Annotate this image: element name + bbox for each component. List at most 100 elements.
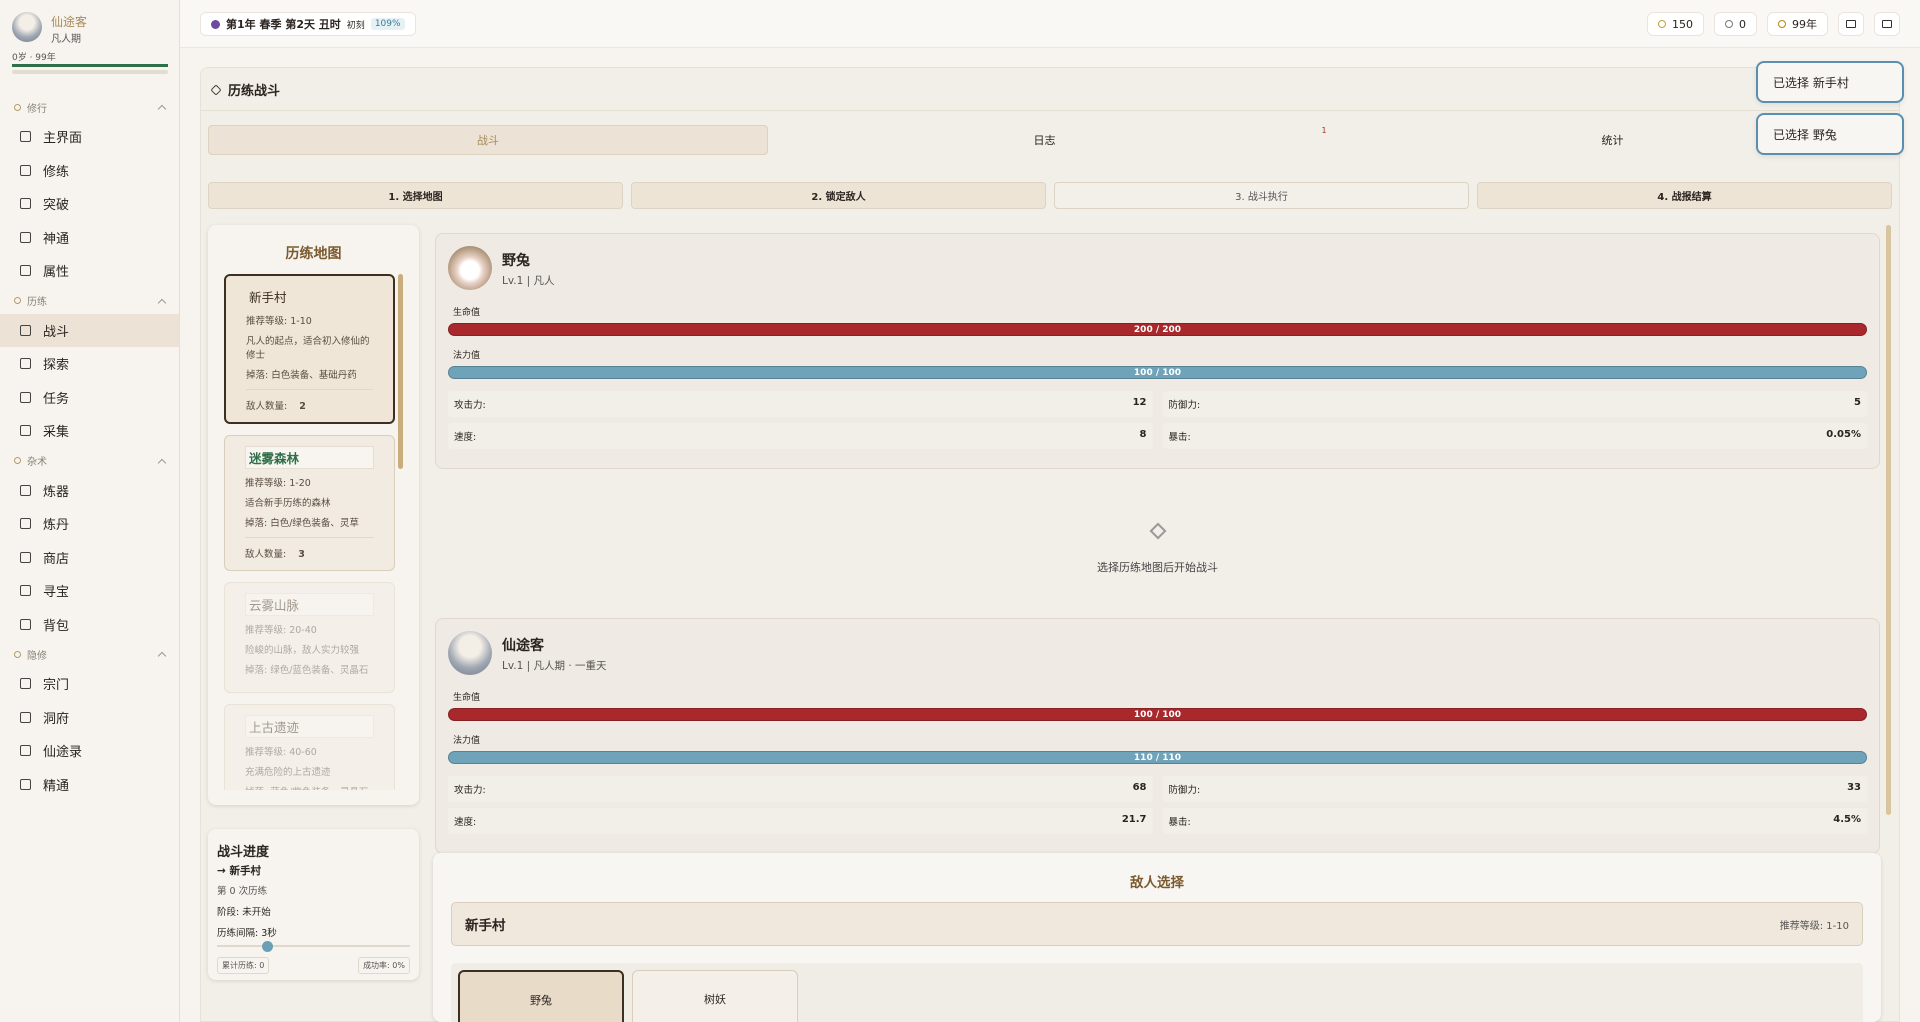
nav-icon <box>20 324 31 336</box>
nav-item[interactable]: 背包 <box>0 608 179 642</box>
date-pill: 第1年 春季 第2天 丑时 初刻 109% <box>200 12 416 36</box>
map-card[interactable]: 新手村 推荐等级: 1-10 凡人的起点，适合初入修仙的修士 掉落: 白色装备、基础丹… <box>224 274 395 424</box>
panel-header: 历练战斗 <box>210 80 280 99</box>
nav-label: 炼器 <box>43 484 70 500</box>
nav-section: 隐修 <box>0 641 179 667</box>
game-date: 第1年 春季 第2天 丑时 <box>226 18 341 31</box>
nav-item[interactable]: 商店 <box>0 541 179 575</box>
nav-item[interactable]: 探索 <box>0 347 179 381</box>
tab-badge: 1 <box>1321 125 1327 135</box>
map-level: 推荐等级: 40-60 <box>245 747 317 758</box>
mail-button[interactable] <box>1838 12 1864 36</box>
nav-icon <box>20 711 31 723</box>
nav-item[interactable]: 战斗 <box>0 313 179 347</box>
step: 1. 选择地图 <box>208 182 623 209</box>
stat: 暴击: 4.5% <box>1162 808 1867 834</box>
progress-footer: 累计历练: 0 成功率: 0% <box>217 957 410 974</box>
nav-item[interactable]: 寻宝 <box>0 574 179 608</box>
nav-icon <box>20 265 31 277</box>
section-icon <box>14 650 21 658</box>
section-title: 杂术 <box>27 457 47 468</box>
progress-interval: 历练间隔: 3秒 <box>217 928 277 939</box>
caret <box>157 104 167 114</box>
nav-section: 修行 <box>0 94 179 120</box>
enemy-count-label: 敌人数量: <box>245 549 287 560</box>
nav-label: 属性 <box>43 265 70 281</box>
progress-panel: 战斗进度 → 新手村 第 0 次历练 阶段: 未开始 历练间隔: 3秒 累计历练… <box>208 829 419 980</box>
caret <box>157 458 167 467</box>
stat: 攻击力: 68 <box>448 776 1153 802</box>
toast: 已选择 新手村 <box>1756 61 1904 103</box>
nav-label: 仙途录 <box>43 745 83 761</box>
nav-icon <box>20 618 31 630</box>
enemy-button[interactable]: 树妖 <box>632 970 798 1022</box>
map-drop: 掉落: 白色/绿色装备、灵草 <box>245 518 359 529</box>
nav-item[interactable]: 洞府 <box>0 701 179 735</box>
nav-label: 神通 <box>43 231 70 247</box>
map-desc: 险峻的山脉，敌人实力较强 <box>245 645 360 656</box>
nav-label: 寻宝 <box>43 585 70 601</box>
stat-value: 0.05% <box>1826 429 1861 440</box>
nav-item[interactable]: 神通 <box>0 221 179 255</box>
step: 2. 锁定敌人 <box>631 182 1046 209</box>
mp-bar: 110 / 110 <box>448 751 1867 764</box>
nav-item[interactable]: 仙途录 <box>0 734 179 768</box>
nav-item[interactable]: 炼丹 <box>0 507 179 541</box>
nav-label: 任务 <box>43 391 70 407</box>
map-list: 历练地图 新手村 推荐等级: 1-10 凡人的起点，适合初入修仙的修士 掉落: 白色装… <box>208 225 419 805</box>
stat-value: 33 <box>1847 782 1861 793</box>
caret <box>157 651 167 661</box>
slider-track <box>217 945 410 947</box>
settings-button[interactable] <box>1874 12 1900 36</box>
nav-icon <box>20 164 31 176</box>
progress-count: 第 0 次历练 <box>217 886 268 897</box>
map-name: 新手村 <box>249 290 287 305</box>
nav-icon <box>20 678 31 690</box>
top-stat: 150 <box>1647 12 1704 36</box>
stat-icon <box>1725 20 1733 28</box>
map-card[interactable]: 迷雾森林 推荐等级: 1-20 适合新手历练的森林 掉落: 白色/绿色装备、灵草 敌人数… <box>224 435 395 571</box>
nav-item[interactable]: 炼器 <box>0 474 179 508</box>
nav-label: 炼丹 <box>43 518 70 534</box>
hp-label: 生命值 <box>453 693 481 703</box>
nav-label: 突破 <box>43 198 70 214</box>
unit-level: Lv.1 | 凡人期 · 一重天 <box>502 660 607 672</box>
moon-icon <box>211 19 220 29</box>
map-drop: 掉落: 白色装备、基础丹药 <box>246 370 357 381</box>
tab[interactable]: 统计 <box>1340 125 1885 155</box>
nav-item[interactable]: 任务 <box>0 381 179 415</box>
stat: 暴击: 0.05% <box>1162 423 1867 449</box>
top-stat: 99年 <box>1767 12 1828 36</box>
stat-icon <box>1778 20 1786 28</box>
nav-item[interactable]: 宗门 <box>0 667 179 701</box>
tab[interactable]: 战斗 <box>208 125 768 155</box>
map-card[interactable]: 云雾山脉 推荐等级: 20-40 险峻的山脉，敌人实力较强 掉落: 绿色/蓝色装备、灵… <box>224 582 395 693</box>
enemy-list: 野兔 树妖 <box>451 963 1863 1022</box>
interval-slider[interactable] <box>217 941 410 952</box>
game-time: 初刻 <box>346 20 365 31</box>
total-count: 累计历练: 0 <box>217 957 270 974</box>
hp-bar: 100 / 100 <box>448 708 1867 721</box>
slider-thumb[interactable] <box>262 941 273 952</box>
map-level: 推荐等级: 1-10 <box>246 316 312 327</box>
nav-item[interactable]: 主界面 <box>0 120 179 154</box>
nav-item[interactable]: 突破 <box>0 187 179 221</box>
nav-item[interactable]: 属性 <box>0 254 179 288</box>
mp-label: 法力值 <box>453 736 481 746</box>
nav-item[interactable]: 精通 <box>0 768 179 802</box>
player-age: 0岁 · 99年 <box>12 53 56 63</box>
nav-icon <box>20 198 31 210</box>
exp-bar <box>12 64 168 67</box>
unit-stats: 攻击力: 68 防御力: 33 速度: 21.7 暴击: 4.5% <box>448 776 1867 834</box>
tab[interactable]: 日志 1 <box>780 125 1326 155</box>
map-enemy-count: 敌人数量: 3 <box>245 537 374 560</box>
nav-item[interactable]: 修练 <box>0 154 179 188</box>
enemy-count-value: 3 <box>298 549 305 560</box>
icon <box>1846 20 1856 28</box>
divider <box>200 110 1900 111</box>
nav-icon <box>20 131 31 143</box>
enemy-button[interactable]: 野兔 <box>458 970 624 1022</box>
stat: 防御力: 33 <box>1162 776 1867 802</box>
nav-item[interactable]: 采集 <box>0 414 179 448</box>
